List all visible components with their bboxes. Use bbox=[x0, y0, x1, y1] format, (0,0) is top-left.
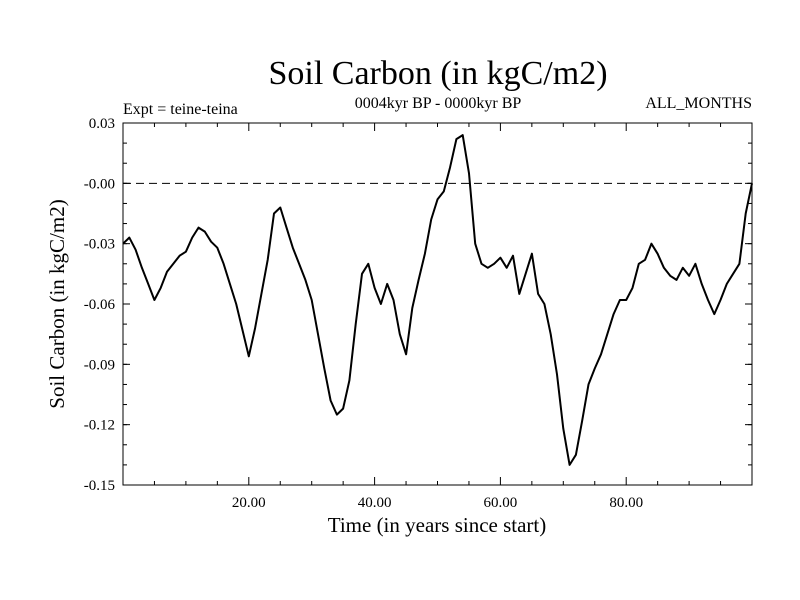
x-axis-label: Time (in years since start) bbox=[328, 513, 547, 537]
y-tick-label: -0.09 bbox=[84, 357, 115, 373]
x-axis: 20.00 40.00 60.00 80.00 bbox=[153, 123, 722, 511]
soil-carbon-series-line bbox=[122, 134, 753, 466]
y-tick-label: -0.12 bbox=[84, 418, 115, 434]
chart-subtitle: 0004kyr BP - 0000kyr BP bbox=[355, 95, 522, 112]
plot-frame bbox=[122, 122, 753, 486]
experiment-label: Expt = teine-teina bbox=[123, 101, 238, 118]
y-tick-label: 0.03 bbox=[89, 116, 115, 132]
y-tick-label: -0.15 bbox=[84, 478, 115, 494]
x-tick-label: 20.00 bbox=[232, 495, 266, 511]
y-tick-label: -0.06 bbox=[84, 297, 116, 313]
y-tick-label: -0.03 bbox=[84, 237, 115, 253]
y-axis-label: Soil Carbon (in kgC/m2) bbox=[45, 199, 69, 408]
y-axis: 0.03 -0.00 -0.03 -0.06 -0.09 -0.12 -0.15 bbox=[84, 116, 752, 494]
months-label: ALL_MONTHS bbox=[645, 95, 752, 112]
x-tick-label: 40.00 bbox=[358, 495, 392, 511]
x-tick-label: 60.00 bbox=[484, 495, 518, 511]
chart-title: Soil Carbon (in kgC/m2) bbox=[268, 55, 607, 92]
y-tick-label: -0.00 bbox=[84, 176, 115, 192]
x-tick-label: 80.00 bbox=[609, 495, 643, 511]
